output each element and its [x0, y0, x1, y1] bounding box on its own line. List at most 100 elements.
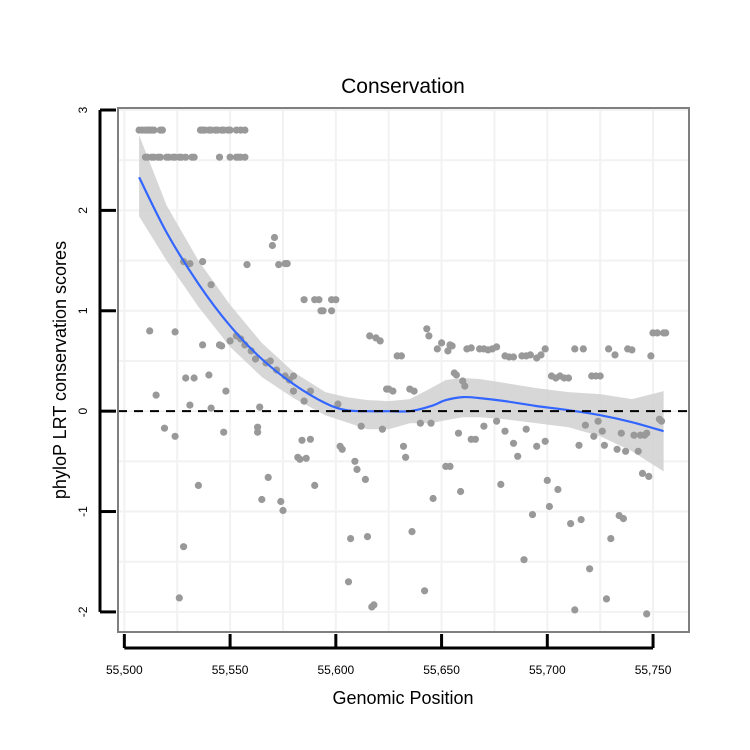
data-point: [315, 296, 323, 304]
data-point: [150, 126, 158, 134]
data-point: [251, 355, 260, 363]
data-point: [467, 344, 475, 352]
data-point: [397, 352, 405, 360]
data-point: [600, 441, 609, 449]
data-point: [207, 404, 215, 412]
data-point: [554, 485, 562, 494]
data-point: [186, 401, 194, 409]
data-point: [448, 342, 456, 350]
data-point: [171, 328, 179, 336]
y-axis: 3 2 1 0 -1 -2: [76, 106, 116, 617]
data-point: [300, 296, 308, 304]
data-point: [283, 260, 291, 268]
data-point: [328, 307, 336, 315]
data-point: [152, 391, 160, 399]
data-point: [480, 422, 488, 430]
data-point: [520, 556, 528, 564]
data-point: [541, 437, 549, 445]
data-point: [363, 533, 372, 541]
data-point: [226, 337, 234, 345]
data-point: [454, 429, 463, 437]
data-point: [630, 431, 638, 439]
data-point: [158, 126, 166, 134]
data-point: [220, 428, 228, 436]
data-point: [452, 371, 460, 379]
data-point: [602, 595, 611, 603]
data-point: [361, 475, 369, 483]
data-point: [444, 347, 452, 355]
data-point: [509, 439, 518, 447]
data-point: [461, 382, 469, 390]
data-point: [332, 296, 340, 304]
y-tick-label: 0: [76, 408, 90, 415]
data-point: [241, 126, 249, 134]
data-point: [207, 281, 215, 289]
data-point: [638, 469, 647, 477]
data-point: [579, 345, 587, 353]
data-point: [577, 516, 585, 524]
data-point: [509, 353, 518, 361]
data-point: [617, 429, 625, 437]
data-point: [182, 153, 190, 161]
data-point: [526, 351, 535, 359]
data-point: [514, 452, 522, 460]
data-point: [429, 494, 437, 503]
data-point: [596, 372, 604, 380]
y-tick-label: 1: [76, 307, 90, 314]
data-point: [289, 387, 298, 395]
data-point: [575, 441, 583, 449]
data-point: [376, 337, 384, 345]
data-point: [222, 387, 230, 395]
data-point: [215, 153, 224, 161]
data-point: [567, 520, 575, 528]
data-point: [581, 421, 590, 429]
data-point: [613, 445, 621, 453]
data-point: [190, 374, 198, 382]
data-point: [571, 345, 579, 353]
data-points: [135, 126, 670, 618]
data-point: [647, 352, 655, 360]
data-point: [611, 351, 619, 359]
data-point: [598, 427, 606, 435]
grid: [118, 108, 689, 632]
data-point: [319, 307, 327, 315]
data-point: [645, 472, 653, 480]
data-point: [270, 233, 279, 242]
data-point: [522, 425, 530, 433]
data-point: [268, 241, 276, 250]
data-point: [264, 473, 272, 481]
data-point: [662, 329, 670, 337]
data-point: [160, 424, 169, 432]
data-point: [298, 436, 306, 444]
data-point: [528, 510, 537, 519]
data-point: [423, 325, 431, 333]
data-point: [457, 487, 465, 496]
data-point: [258, 495, 266, 504]
y-tick-label: -2: [76, 606, 90, 617]
data-point: [226, 126, 234, 134]
y-tick-label: 3: [76, 106, 90, 113]
data-point: [657, 417, 666, 425]
chart-title: Conservation: [341, 75, 465, 98]
data-point: [389, 387, 397, 395]
data-point: [175, 594, 183, 602]
data-point: [493, 417, 501, 425]
data-point: [402, 453, 410, 461]
data-point: [182, 374, 190, 382]
x-tick-label: 55,750: [635, 663, 672, 677]
data-point: [289, 372, 298, 380]
data-point: [296, 455, 304, 463]
data-point: [493, 343, 501, 351]
data-point: [425, 332, 433, 340]
data-point: [571, 606, 579, 614]
x-tick-label: 55,700: [529, 663, 566, 677]
data-point: [410, 387, 418, 395]
data-point: [545, 502, 554, 511]
y-tick-label: -1: [76, 506, 90, 517]
x-tick-label: 55,600: [317, 663, 354, 677]
data-point: [416, 419, 424, 427]
data-point: [357, 422, 365, 430]
data-point: [190, 153, 198, 161]
data-point: [218, 342, 226, 350]
confidence-band: [139, 135, 664, 472]
